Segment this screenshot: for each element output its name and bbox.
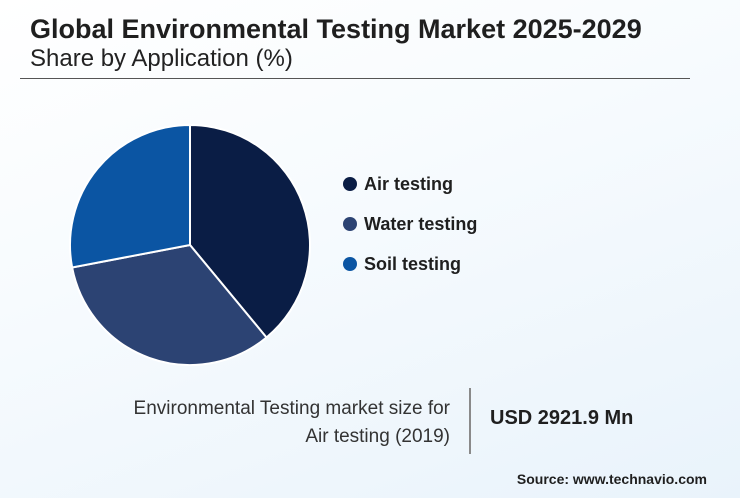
legend: Air testing Water testing Soil testing	[343, 172, 477, 292]
legend-dot-water-testing	[343, 217, 357, 231]
market-size-label-line2: Air testing (2019)	[305, 426, 450, 447]
market-size-label-line1: Environmental Testing market size for	[133, 398, 450, 419]
legend-item-air-testing: Air testing	[343, 172, 477, 196]
title-divider	[20, 78, 690, 79]
legend-dot-soil-testing	[343, 257, 357, 271]
chart-title: Global Environmental Testing Market 2025…	[30, 14, 642, 44]
legend-label-soil-testing: Soil testing	[364, 253, 462, 274]
legend-item-soil-testing: Soil testing	[343, 252, 477, 276]
stat-divider	[469, 388, 471, 454]
source-link[interactable]: Source: www.technavio.com	[516, 471, 707, 487]
chart-subtitle: Share by Application (%)	[30, 45, 293, 72]
legend-item-water-testing: Water testing	[343, 212, 477, 236]
market-size-label: Environmental Testing market size for Ai…	[134, 395, 450, 451]
market-size-value: USD 2921.9 Mn	[490, 407, 634, 429]
pie-slice-soil-testing	[69, 123, 191, 269]
pie-slice-air-testing	[189, 123, 311, 339]
legend-label-water-testing: Water testing	[364, 213, 478, 234]
legend-label-air-testing: Air testing	[364, 173, 454, 194]
legend-dot-air-testing	[343, 177, 357, 191]
pie-slice-water-testing	[70, 243, 268, 366]
